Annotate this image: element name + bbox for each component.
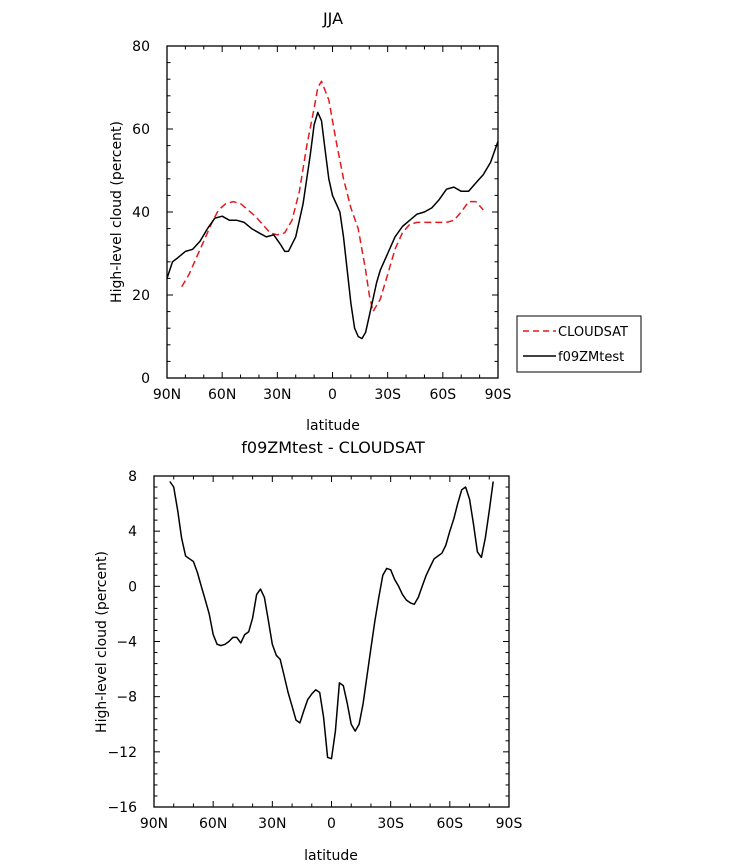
y-tick-label: 80 bbox=[132, 39, 150, 55]
bottom-series-layer bbox=[169, 481, 494, 760]
y-tick-label: −16 bbox=[107, 800, 137, 816]
top-panel: JJA 90N 60N 30N 0 30S 60S 90S 0 20 40 60 80 latitud… bbox=[109, 9, 642, 434]
top-chart-title: JJA bbox=[322, 9, 343, 28]
top-x-axis-label: latitude bbox=[306, 418, 360, 434]
y-tick-label: 0 bbox=[128, 579, 137, 595]
x-tick-label: 90N bbox=[140, 816, 168, 832]
bottom-panel: f09ZMtest - CLOUDSAT 90N 60N 30N 0 30S 60S 90S… bbox=[94, 438, 522, 864]
y-tick-label: −4 bbox=[116, 635, 137, 651]
legend: CLOUDSAT f09ZMtest bbox=[516, 315, 642, 373]
y-tick-label: 60 bbox=[132, 122, 150, 138]
series-line-cloudsat bbox=[181, 80, 484, 313]
series-line-difference bbox=[169, 481, 494, 760]
y-tick-label: 0 bbox=[141, 371, 150, 387]
y-tick-label: 40 bbox=[132, 205, 150, 221]
bottom-y-axis-label: High-level cloud (percent) bbox=[94, 551, 110, 733]
x-tick-label: 0 bbox=[327, 816, 336, 832]
x-tick-label: 60N bbox=[208, 387, 236, 403]
x-tick-label: 90S bbox=[496, 816, 523, 832]
top-ticks: 90N 60N 30N 0 30S 60S 90S 0 20 40 60 80 bbox=[132, 39, 511, 403]
y-tick-label: 20 bbox=[132, 288, 150, 304]
x-tick-label: 30S bbox=[374, 387, 401, 403]
y-tick-label: −8 bbox=[116, 690, 137, 706]
x-tick-label: 30S bbox=[377, 816, 404, 832]
legend-label-cloudsat: CLOUDSAT bbox=[558, 325, 628, 340]
top-series-layer bbox=[166, 80, 499, 340]
legend-label-f09zmtest: f09ZMtest bbox=[558, 350, 624, 365]
top-y-axis-label: High-level cloud (percent) bbox=[109, 121, 125, 303]
x-tick-label: 60S bbox=[429, 387, 456, 403]
x-tick-label: 30N bbox=[263, 387, 291, 403]
x-tick-label: 0 bbox=[328, 387, 337, 403]
y-tick-label: −12 bbox=[107, 745, 137, 761]
y-tick-label: 4 bbox=[128, 524, 137, 540]
y-tick-label: 8 bbox=[128, 469, 137, 485]
x-tick-label: 60N bbox=[199, 816, 227, 832]
legend-box bbox=[516, 315, 642, 373]
x-tick-label: 90S bbox=[485, 387, 512, 403]
series-line-f09zmtest bbox=[166, 111, 499, 340]
x-tick-label: 30N bbox=[258, 816, 286, 832]
bottom-x-axis-label: latitude bbox=[304, 848, 358, 864]
x-tick-label: 60S bbox=[436, 816, 463, 832]
x-tick-label: 90N bbox=[153, 387, 181, 403]
bottom-chart-title: f09ZMtest - CLOUDSAT bbox=[241, 438, 425, 457]
bottom-ticks: 90N 60N 30N 0 30S 60S 90S 8 4 0 −4 −8 −12 −16 bbox=[107, 469, 522, 832]
